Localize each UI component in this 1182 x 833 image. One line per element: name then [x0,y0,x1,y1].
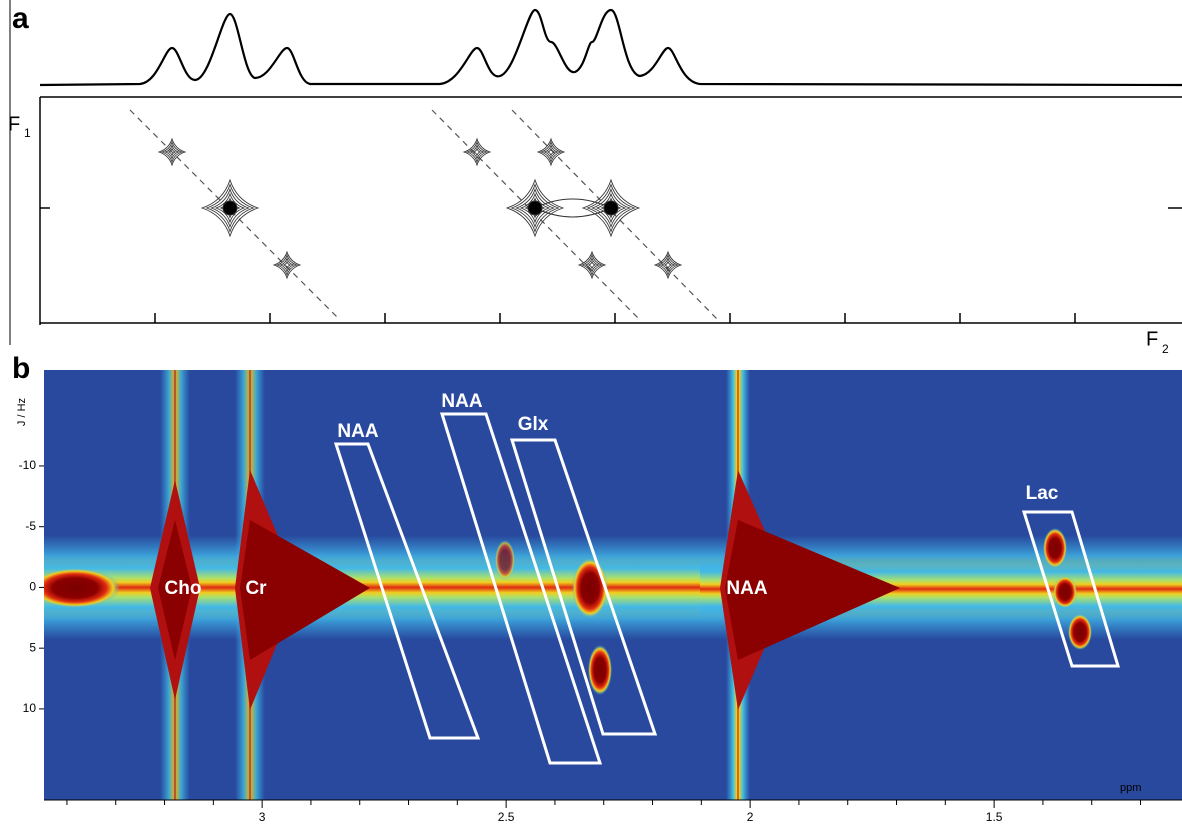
panel-b: b J / Hz ppm [12,352,1182,801]
contour [472,147,482,157]
annotation: NAA [337,421,378,442]
x-tick-label: 2 [747,810,754,824]
contour [656,253,680,277]
contour [465,140,489,164]
x-axis-label: ppm [1120,782,1141,794]
annotation: Lac [1026,483,1059,504]
contour [209,187,251,229]
contour [157,137,187,167]
contour-core [603,200,619,216]
contour [514,187,556,229]
contour [546,147,556,157]
contour [200,178,260,238]
contour [160,140,184,164]
annotation: Glx [518,414,549,435]
contour [586,183,636,233]
axis-label-sub: 2 [1162,342,1169,356]
contour [539,140,563,164]
spectrum [39,8,1182,87]
x-tick-label: 3 [259,810,266,824]
contour-core [527,200,543,216]
y-axis-label: J / Hz [16,398,28,426]
contour [505,178,565,238]
contour [510,183,560,233]
y-tick-label: 0 [29,580,36,594]
y-tick-label: 5 [29,640,36,654]
contour [584,257,600,273]
contour [275,253,299,277]
contour [595,192,627,224]
y-tick-label: -10 [19,458,37,472]
heatmap [44,370,1182,800]
axis-label: F [1146,328,1158,350]
axis-label: F [8,113,20,135]
contour [214,192,246,224]
panel-label: a [12,2,29,35]
x-tick-label: 2.5 [498,810,515,824]
contour [581,178,641,238]
contour [519,192,551,224]
contour-core [222,200,238,216]
y-tick-label: 10 [23,701,37,715]
contour [164,144,180,160]
annotation: Cho [165,578,202,599]
contour [469,144,485,160]
contour [205,183,255,233]
panel-a: a F 1 F 2 [8,0,1182,356]
contour [580,253,604,277]
axis-label-sub: 1 [24,126,31,140]
contour [272,250,302,280]
annotation: NAA [441,391,482,412]
annotation: NAA [726,578,767,599]
panel-label: b [12,352,30,385]
y-tick-label: -5 [25,519,36,533]
contour [536,137,566,167]
contour [577,250,607,280]
contour [653,250,683,280]
contour [543,144,559,160]
contour [663,260,673,270]
annotation: Cr [245,578,267,599]
contour [282,260,292,270]
contour [167,147,177,157]
contour [587,260,597,270]
x-tick-label: 1.5 [986,810,1003,824]
contour [590,187,632,229]
contour [660,257,676,273]
contour [279,257,295,273]
contour [462,137,492,167]
